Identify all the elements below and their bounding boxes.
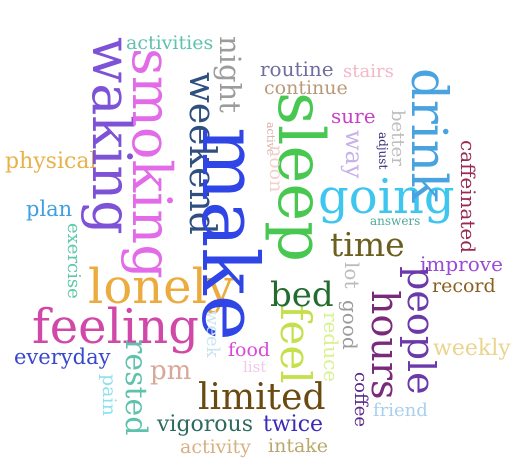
- word-going: going: [318, 169, 455, 225]
- word-activity: activity: [180, 436, 251, 458]
- word-noon: noon: [265, 145, 287, 193]
- word-make: make: [184, 127, 274, 341]
- word-limited: limited: [198, 377, 326, 418]
- word-good: good: [338, 300, 362, 350]
- word-way: way: [340, 130, 368, 179]
- word-stairs: stairs: [343, 61, 394, 82]
- word-answers: answers: [370, 214, 421, 228]
- word-food: food: [228, 339, 271, 361]
- word-list: list: [243, 358, 267, 376]
- word-routine: routine: [260, 57, 334, 81]
- word-sure: sure: [331, 104, 376, 128]
- word-feel: feel: [271, 305, 320, 384]
- word-better: better: [387, 110, 408, 166]
- word-week: week: [202, 310, 223, 358]
- word-activities: activities: [126, 32, 214, 54]
- word-friend: friend: [373, 400, 428, 421]
- word-everyday: everyday: [14, 345, 111, 369]
- word-lonely: lonely: [88, 259, 235, 315]
- word-lot: lot: [340, 262, 364, 289]
- word-intake: intake: [268, 435, 329, 457]
- word-reduce: reduce: [319, 312, 343, 383]
- word-pm: pm: [150, 356, 192, 386]
- word-hours: hours: [363, 290, 407, 400]
- word-vigorous: vigorous: [157, 412, 254, 437]
- word-bed: bed: [270, 275, 334, 315]
- word-physical: physical: [5, 149, 97, 174]
- word-improve: improve: [420, 252, 503, 276]
- word-smoking: smoking: [120, 48, 183, 279]
- word-continue: continue: [264, 77, 348, 99]
- word-time: time: [330, 225, 405, 264]
- word-plan: plan: [26, 197, 73, 221]
- word-pain: pain: [98, 374, 120, 416]
- word-record: record: [432, 275, 496, 297]
- word-people: people: [399, 266, 443, 395]
- word-caffeinated: caffeinated: [456, 140, 480, 254]
- word-rested: rested: [118, 339, 153, 436]
- word-twice: twice: [263, 412, 324, 437]
- word-coffee: coffee: [350, 372, 371, 428]
- word-drink: drink: [400, 68, 458, 203]
- word-adjust: adjust: [376, 132, 390, 170]
- word-exercise: exercise: [63, 223, 84, 299]
- word-feeling: feeling: [32, 299, 199, 355]
- word-weekly: weekly: [433, 336, 511, 361]
